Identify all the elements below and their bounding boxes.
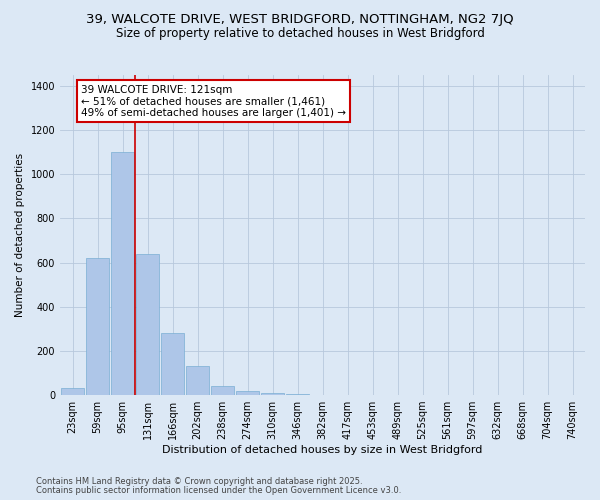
Bar: [86, 258, 109, 395]
Bar: [111, 152, 134, 395]
Text: 39, WALCOTE DRIVE, WEST BRIDGFORD, NOTTINGHAM, NG2 7JQ: 39, WALCOTE DRIVE, WEST BRIDGFORD, NOTTI…: [86, 12, 514, 26]
Bar: [61, 388, 84, 395]
Bar: [236, 390, 259, 395]
Bar: [186, 366, 209, 395]
X-axis label: Distribution of detached houses by size in West Bridgford: Distribution of detached houses by size …: [163, 445, 483, 455]
Text: Size of property relative to detached houses in West Bridgford: Size of property relative to detached ho…: [116, 28, 484, 40]
Bar: [211, 386, 234, 395]
Bar: [136, 254, 159, 395]
Y-axis label: Number of detached properties: Number of detached properties: [15, 153, 25, 317]
Text: Contains HM Land Registry data © Crown copyright and database right 2025.: Contains HM Land Registry data © Crown c…: [36, 477, 362, 486]
Bar: [261, 393, 284, 395]
Bar: [161, 334, 184, 395]
Bar: [286, 394, 309, 395]
Text: 39 WALCOTE DRIVE: 121sqm
← 51% of detached houses are smaller (1,461)
49% of sem: 39 WALCOTE DRIVE: 121sqm ← 51% of detach…: [81, 84, 346, 118]
Text: Contains public sector information licensed under the Open Government Licence v3: Contains public sector information licen…: [36, 486, 401, 495]
